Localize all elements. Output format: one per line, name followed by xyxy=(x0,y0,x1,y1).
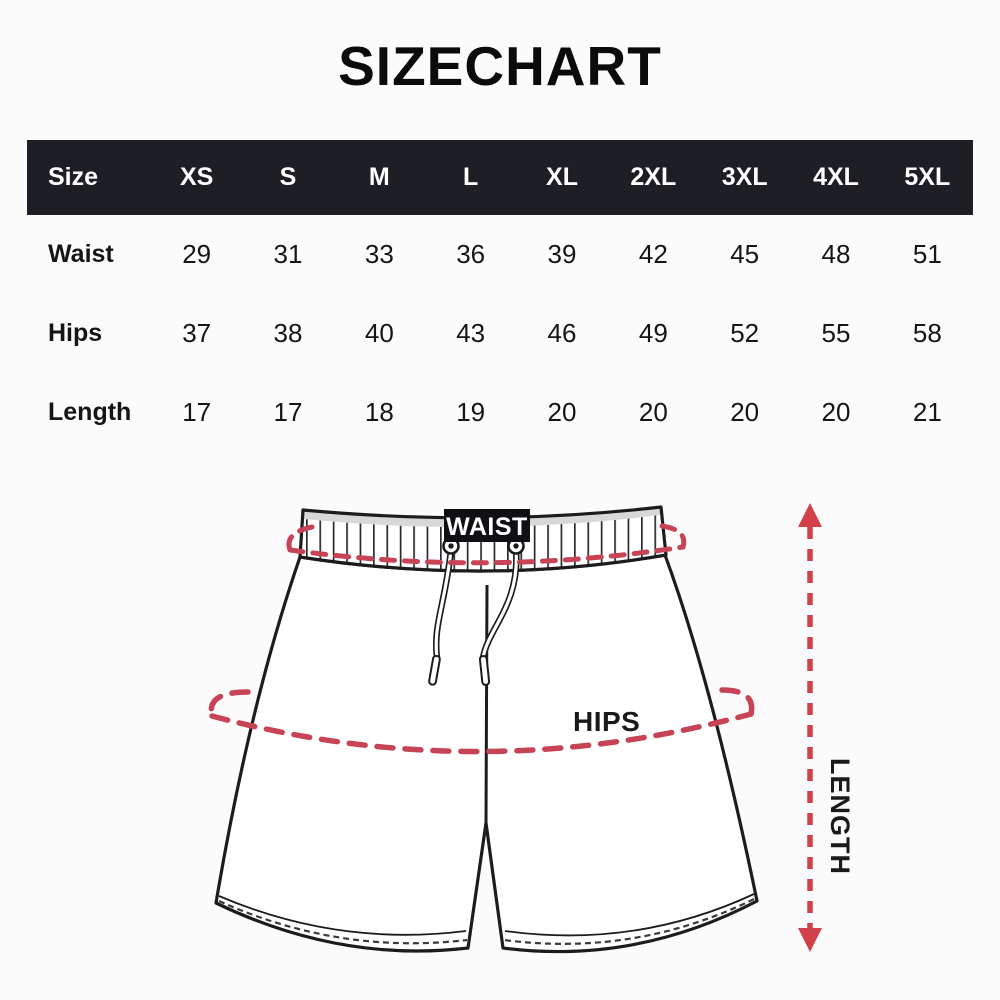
table-header-row: Size XS S M L XL 2XL 3XL 4XL 5XL xyxy=(27,140,973,215)
hem-fold-right xyxy=(504,893,755,937)
table-cell: 20 xyxy=(547,397,577,427)
size-table: Size XS S M L XL 2XL 3XL 4XL 5XL Waist 2… xyxy=(27,140,973,452)
arrow-down-icon xyxy=(798,928,822,952)
waist-badge: WAIST xyxy=(444,509,530,542)
table-cell: 49 xyxy=(638,318,668,348)
header-cell-size: Size xyxy=(48,163,99,191)
table-cell: 42 xyxy=(638,239,668,269)
table-cell: 17 xyxy=(273,397,303,427)
table-cell: 52 xyxy=(730,318,760,348)
header-cell-l: L xyxy=(463,163,479,191)
table-row-hips: Hips 37 38 40 43 46 49 52 55 58 xyxy=(27,294,973,373)
hem-stitch-right xyxy=(503,898,755,945)
table-cell: 20 xyxy=(821,397,851,427)
table-cell: 20 xyxy=(730,397,760,427)
drawstring-right xyxy=(478,549,520,686)
hips-label: HIPS xyxy=(573,706,640,737)
row-label: Waist xyxy=(48,240,114,268)
table-cell: 37 xyxy=(182,318,212,348)
table-cell: 31 xyxy=(273,239,303,269)
waist-label: WAIST xyxy=(446,513,528,541)
table-cell: 19 xyxy=(456,397,486,427)
length-label: LENGTH xyxy=(825,758,855,875)
header-cell-s: S xyxy=(279,163,297,191)
table-cell: 58 xyxy=(912,318,942,348)
header-cell-xl: XL xyxy=(546,163,578,191)
table-cell: 39 xyxy=(547,239,577,269)
length-arrow xyxy=(798,503,822,952)
page-title: SIZECHART xyxy=(338,35,662,97)
table-cell: 21 xyxy=(912,397,942,427)
table-cell: 38 xyxy=(273,318,303,348)
waistband-outline xyxy=(298,505,668,573)
table-cell: 51 xyxy=(912,239,942,269)
table-cell: 18 xyxy=(364,397,394,427)
header-cell-5xl: 5XL xyxy=(904,163,951,191)
drawstring-left xyxy=(428,549,455,686)
table-cell: 36 xyxy=(456,239,486,269)
header-cell-2xl: 2XL xyxy=(630,163,677,191)
table-cell: 33 xyxy=(364,239,394,269)
table-cell: 48 xyxy=(821,239,851,269)
waistband-inner-shadow xyxy=(303,507,661,528)
row-label: Hips xyxy=(48,319,103,347)
table-cell: 55 xyxy=(821,318,851,348)
waist-ellipse xyxy=(286,523,687,566)
table-cell: 20 xyxy=(638,397,668,427)
header-cell-m: M xyxy=(368,163,390,191)
center-seam xyxy=(484,584,489,824)
table-cell: 45 xyxy=(730,239,760,269)
row-label: Length xyxy=(48,398,132,426)
hem-stitch-left xyxy=(218,899,468,945)
table-cell: 43 xyxy=(456,318,486,348)
header-cell-4xl: 4XL xyxy=(813,163,859,191)
hem-fold-left xyxy=(218,895,467,936)
header-cell-xs: XS xyxy=(179,163,214,191)
table-cell: 29 xyxy=(182,239,212,269)
table-row-length: Length 17 17 18 19 20 20 20 20 21 xyxy=(27,373,973,452)
table-cell: 40 xyxy=(364,318,394,348)
hips-ellipse xyxy=(208,687,755,755)
table-row-waist: Waist 29 31 33 36 39 42 45 48 51 xyxy=(27,215,973,294)
header-cell-3xl: 3XL xyxy=(721,163,768,191)
table-cell: 17 xyxy=(182,397,212,427)
arrow-up-icon xyxy=(798,503,822,527)
table-cell: 46 xyxy=(547,318,577,348)
